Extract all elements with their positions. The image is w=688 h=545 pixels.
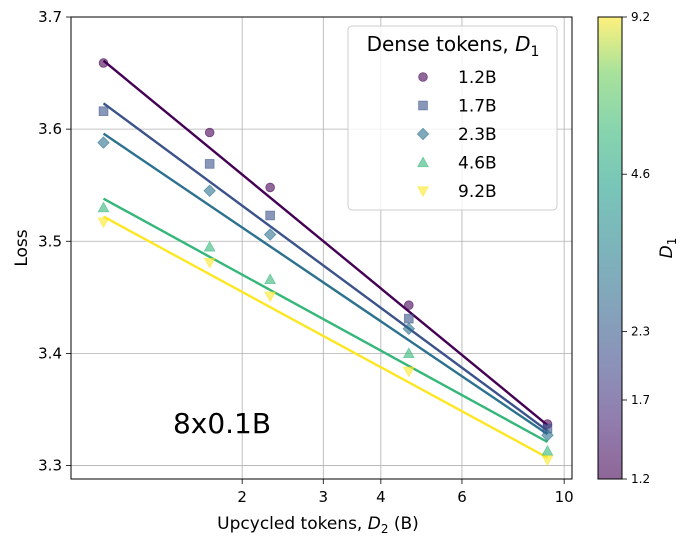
x-tick-label: 2 bbox=[237, 488, 247, 506]
legend-label-1.2B: 1.2B bbox=[458, 68, 497, 88]
x-tick-label: 6 bbox=[457, 488, 467, 506]
legend-title-text: Dense tokens, bbox=[367, 32, 516, 56]
legend-entries: 1.2B 1.7B 2.3B 4.6B 9.2B bbox=[416, 68, 497, 202]
data-point-2.3B bbox=[541, 428, 554, 442]
colorbar-label-var: D bbox=[657, 245, 677, 258]
y-tick-label: 3.3 bbox=[38, 457, 62, 475]
data-point-4.6B bbox=[203, 240, 216, 252]
legend-marker-4.6B bbox=[417, 156, 429, 168]
data-point-9.2B bbox=[402, 366, 415, 378]
data-point-2.3B bbox=[97, 136, 110, 149]
plot-frame bbox=[70, 16, 573, 480]
data-point-4.6B bbox=[402, 347, 415, 359]
y-tick-label: 3.5 bbox=[38, 232, 62, 250]
legend-marker-1.2B bbox=[418, 72, 428, 82]
legend-label-9.2B: 9.2B bbox=[458, 182, 497, 202]
data-point-1.7B bbox=[204, 159, 215, 169]
colorbar-tick-label: 9.2 bbox=[631, 10, 650, 24]
legend-label-4.6B: 4.6B bbox=[458, 154, 497, 174]
scatter-points bbox=[97, 58, 554, 467]
y-axis-ticks: 3.3 3.4 3.5 3.6 3.7 bbox=[38, 8, 71, 475]
fit-line-4.6B bbox=[102, 197, 549, 444]
colorbar-frame bbox=[597, 16, 623, 480]
data-point-4.6B bbox=[541, 444, 554, 456]
legend-title-sub: 1 bbox=[531, 44, 540, 60]
y-axis-label: Loss bbox=[12, 229, 32, 266]
legend: Dense tokens, D1 1.2B 1.7B 2.3B 4.6B 9.2B bbox=[347, 25, 558, 211]
fit-line-1.7B bbox=[102, 102, 549, 432]
x-axis-ticks: 2 3 4 6 10 bbox=[237, 479, 574, 506]
legend-marker-9.2B bbox=[417, 186, 429, 198]
colorbar: 1.2 1.7 2.3 4.6 9.2 D1 bbox=[597, 10, 679, 486]
legend-marker-2.3B bbox=[416, 127, 430, 141]
colorbar-tick-label: 2.3 bbox=[631, 324, 650, 338]
fit-line-9.2B bbox=[102, 215, 549, 459]
colorbar-label: D1 bbox=[657, 238, 679, 259]
data-point-1.2B bbox=[404, 300, 414, 310]
x-tick-label: 3 bbox=[319, 488, 329, 506]
x-axis-label-sub: 2 bbox=[381, 522, 389, 536]
data-point-2.3B bbox=[203, 184, 216, 198]
data-point-4.6B bbox=[97, 201, 110, 213]
data-point-2.3B bbox=[263, 228, 277, 241]
fit-line-2.3B bbox=[102, 132, 549, 436]
x-axis-label-var: D bbox=[368, 514, 381, 534]
x-axis-label-text: Upcycled tokens, bbox=[217, 514, 368, 534]
legend-label-1.7B: 1.7B bbox=[458, 97, 497, 117]
colorbar-tick-label: 4.6 bbox=[631, 167, 650, 181]
colorbar-tick-label: 1.2 bbox=[631, 472, 650, 486]
y-tick-label: 3.4 bbox=[38, 344, 62, 362]
data-point-9.2B bbox=[264, 291, 277, 303]
data-point-4.6B bbox=[264, 273, 277, 285]
legend-title-var: D bbox=[515, 32, 530, 56]
colorbar-tick-label: 1.7 bbox=[631, 393, 650, 407]
data-point-1.2B bbox=[204, 127, 215, 138]
data-point-9.2B bbox=[203, 257, 216, 269]
legend-title: Dense tokens, D1 bbox=[367, 32, 540, 60]
x-tick-label: 4 bbox=[376, 488, 386, 506]
legend-marker-1.7B bbox=[418, 100, 428, 111]
data-point-1.2B bbox=[98, 58, 109, 68]
fit-lines bbox=[102, 59, 549, 459]
data-point-1.7B bbox=[98, 106, 109, 116]
legend-label-2.3B: 2.3B bbox=[458, 125, 497, 145]
data-point-9.2B bbox=[541, 455, 554, 467]
legend-box bbox=[347, 25, 558, 211]
data-point-1.7B bbox=[265, 210, 275, 221]
colorbar-label-sub: 1 bbox=[665, 238, 679, 246]
x-axis-label: Upcycled tokens, D2 (B) bbox=[217, 514, 419, 536]
data-point-2.3B bbox=[402, 322, 416, 336]
colorbar-ticks: 1.2 1.7 2.3 4.6 9.2 bbox=[622, 10, 650, 486]
colorbar-gradient bbox=[598, 17, 622, 479]
x-axis-label-unit: (B) bbox=[388, 514, 418, 534]
y-tick-label: 3.7 bbox=[38, 8, 62, 26]
y-tick-label: 3.6 bbox=[38, 120, 62, 138]
fit-line-1.2B bbox=[102, 59, 549, 427]
data-point-9.2B bbox=[97, 217, 110, 229]
data-point-1.7B bbox=[404, 313, 414, 324]
x-tick-label: 10 bbox=[555, 488, 574, 506]
annotation-label: 8x0.1B bbox=[173, 407, 271, 440]
data-point-1.2B bbox=[265, 182, 275, 193]
